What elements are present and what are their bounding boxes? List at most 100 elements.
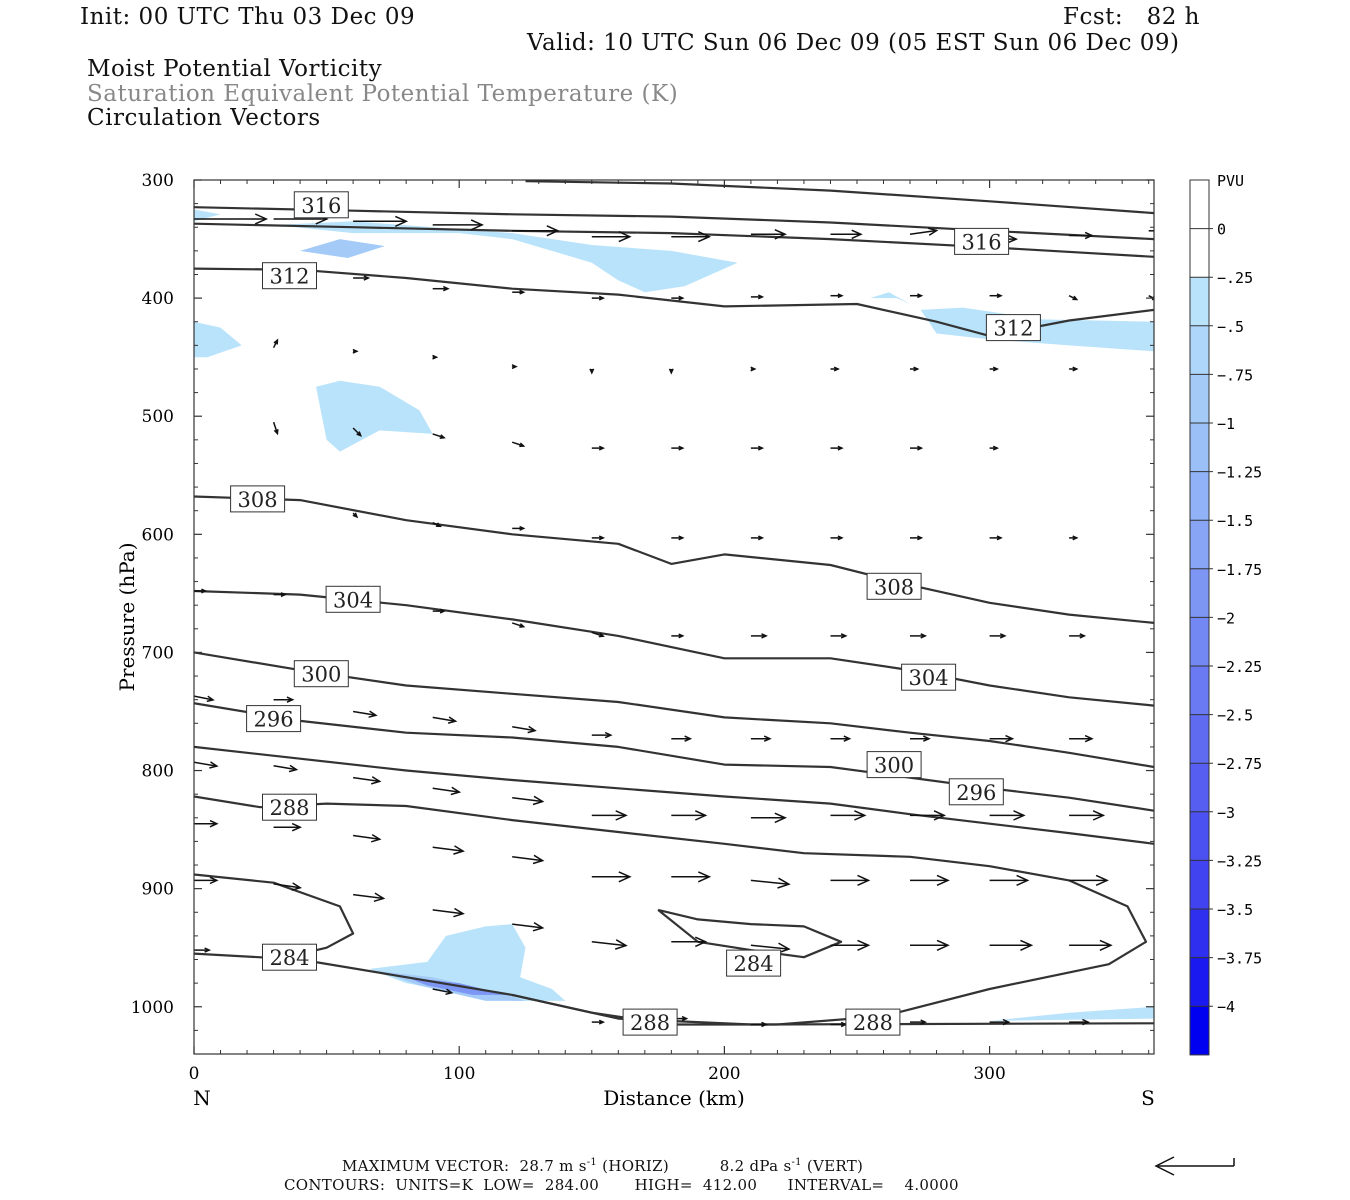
colorbar-swatch (1190, 180, 1209, 230)
contour-label-box (262, 943, 317, 971)
circulation-vector (830, 535, 844, 541)
vector-head (761, 633, 768, 639)
colorbar-swatch (1190, 763, 1209, 813)
vector-head (694, 936, 708, 948)
colorbar-level-label: −1.75 (1217, 561, 1262, 579)
colorbar-level-label: −3.75 (1217, 950, 1262, 968)
vector-head (1072, 535, 1079, 541)
y-tick-label: 300 (142, 171, 174, 191)
circulation-vector (910, 735, 931, 742)
circulation-vector (671, 871, 712, 883)
circulation-vector (671, 445, 685, 451)
vector-head (678, 295, 685, 301)
circulation-vector (1148, 230, 1154, 232)
circulation-vector (989, 535, 1003, 541)
circulation-vector (194, 213, 269, 225)
vector-head (837, 293, 844, 299)
vector-head (1084, 231, 1094, 240)
circulation-vector (750, 366, 757, 372)
vector-head (757, 445, 765, 451)
circulation-vector (671, 735, 693, 742)
vector-head (992, 445, 1000, 451)
contour-line-308 (194, 495, 1154, 624)
circulation-vector (830, 445, 844, 451)
south-label: S (1141, 1086, 1155, 1110)
colorbar-level-label: −.5 (1217, 318, 1244, 336)
contour-line-292 (194, 745, 1154, 845)
circulation-vector (750, 445, 765, 451)
circulation-vector (1069, 231, 1094, 240)
vector-head (527, 725, 537, 734)
colorbar-swatch (1190, 423, 1209, 473)
vector-head (840, 633, 848, 639)
colorbar-swatch (1190, 860, 1209, 910)
vector-head (394, 215, 409, 227)
circulation-vector (989, 633, 1007, 639)
circulation-vector (353, 892, 386, 903)
circulation-vector (989, 1018, 1011, 1026)
vector-shaft (591, 631, 604, 637)
circulation-vector (432, 354, 439, 360)
vector-head (668, 368, 674, 375)
contour-label-box (262, 262, 317, 290)
contour-label-text: 304 (333, 588, 373, 612)
circulation-vector (589, 368, 595, 375)
vector-head (933, 810, 947, 821)
colorbar-level-label: −.75 (1217, 366, 1253, 384)
plot-frame (193, 179, 1155, 1055)
vector-head (519, 623, 526, 628)
colorbar-swatch (1190, 374, 1209, 424)
circulation-vector (352, 710, 378, 718)
contour-label-text: 288 (269, 796, 309, 820)
contour-label-box (948, 778, 1004, 806)
circulation-vector (750, 812, 787, 824)
circulation-vector (989, 734, 1015, 743)
vector-head (291, 882, 303, 891)
vector-head (209, 819, 219, 828)
x-tick-label: 300 (973, 1064, 1005, 1084)
circulation-vector (591, 631, 605, 638)
vert-tag: (VERT) (806, 1157, 864, 1175)
contour-info: CONTOURS: UNITS=K LOW= 284.00 HIGH= 412.… (284, 1176, 959, 1194)
vector-head (936, 939, 950, 951)
circulation-vector (432, 716, 458, 724)
vector-head (363, 275, 371, 281)
circulation-vector (432, 608, 446, 614)
circulation-vector (272, 421, 279, 436)
circulation-vector (432, 845, 465, 855)
colorbar-swatch (1190, 1006, 1209, 1056)
circulation-vector (591, 231, 632, 243)
colorbar-level-label: −4 (1217, 998, 1235, 1016)
vector-head (614, 939, 628, 950)
circulation-vector (512, 795, 545, 806)
vector-head (697, 231, 712, 243)
circulation-vector (830, 229, 863, 240)
vector-head (920, 1019, 928, 1025)
circulation-vector (750, 735, 772, 742)
contour-label: 312 (262, 262, 317, 290)
circulation-vector (352, 833, 382, 843)
circulation-vector (591, 535, 606, 541)
circulation-vector (194, 876, 219, 885)
colorbar-level-label: −3.25 (1217, 852, 1262, 870)
pv-region-3 (194, 321, 242, 358)
vector-shaft (352, 427, 362, 437)
colorbar-swatch (1190, 325, 1209, 375)
vector-shaft (432, 716, 456, 722)
vector-head (273, 338, 279, 345)
vector-head (774, 812, 787, 824)
circulation-vector (989, 366, 1000, 372)
circulation-vector (591, 295, 606, 301)
y-axis-label: Pressure (hPa) (115, 543, 139, 692)
vector-head (453, 907, 465, 918)
circulation-vector (910, 445, 924, 451)
vector-shaft (512, 726, 536, 732)
contour-label: 288 (262, 793, 317, 821)
vector-shaft (432, 909, 464, 915)
circulation-vector (591, 731, 613, 739)
circulation-vector (750, 229, 787, 240)
vector-shaft (352, 710, 377, 717)
field-title-theta: Saturation Equivalent Potential Temperat… (87, 81, 679, 107)
north-label: N (193, 1086, 211, 1110)
colorbar-level-label: −1 (1217, 415, 1235, 433)
